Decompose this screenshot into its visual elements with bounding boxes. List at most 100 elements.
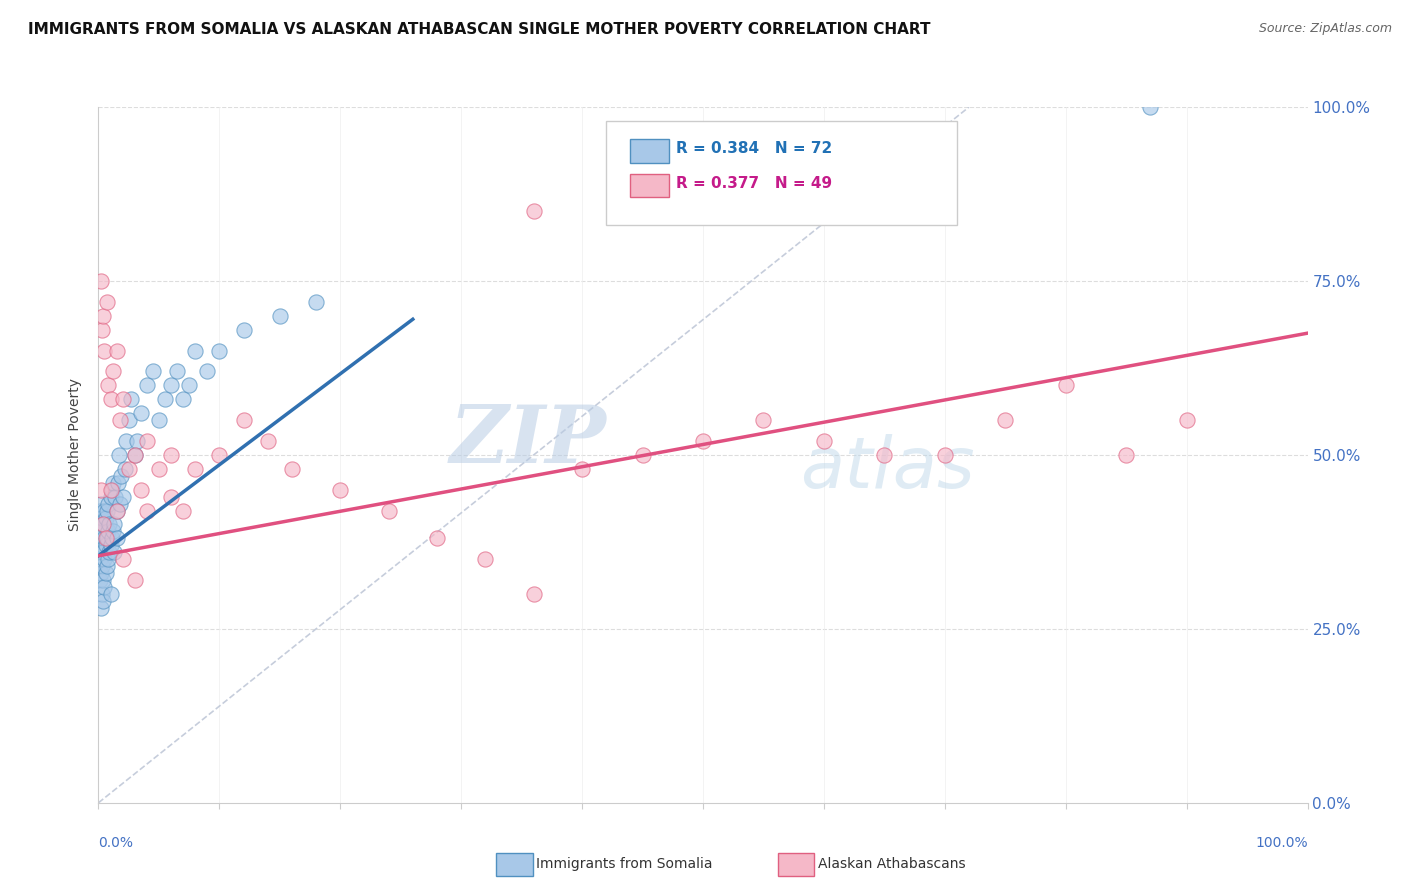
Point: [97, 378, 120, 392]
Text: atlas: atlas: [800, 434, 974, 503]
Y-axis label: Single Mother Poverty: Single Mother Poverty: [69, 378, 83, 532]
Point: [631, 448, 654, 462]
Point: [101, 524, 124, 539]
Point: [329, 483, 352, 497]
Point: [118, 462, 141, 476]
Point: [179, 378, 201, 392]
Point: [208, 343, 231, 358]
Text: R = 0.384   N = 72: R = 0.384 N = 72: [676, 141, 832, 156]
Text: R = 0.377   N = 49: R = 0.377 N = 49: [676, 176, 832, 191]
Point: [232, 413, 254, 427]
Point: [90, 545, 112, 559]
Point: [281, 462, 304, 476]
Point: [91, 594, 114, 608]
Point: [97, 524, 120, 539]
Point: [105, 343, 128, 358]
Point: [90, 524, 112, 539]
Point: [101, 475, 124, 490]
Point: [1115, 448, 1137, 462]
Point: [120, 392, 142, 407]
Point: [100, 483, 122, 497]
Point: [93, 552, 115, 566]
Point: [96, 559, 118, 574]
Point: [94, 510, 117, 524]
Point: [813, 434, 835, 448]
Point: [752, 413, 775, 427]
Point: [91, 538, 114, 552]
Point: [153, 392, 176, 407]
Point: [98, 517, 121, 532]
Point: [103, 517, 125, 532]
Point: [96, 532, 118, 546]
Point: [89, 517, 111, 532]
Point: [108, 448, 131, 462]
Point: [90, 483, 112, 497]
Point: [105, 503, 128, 517]
Point: [91, 559, 114, 574]
Point: [105, 532, 128, 546]
Point: [994, 413, 1017, 427]
Point: [111, 490, 134, 504]
Text: Source: ZipAtlas.com: Source: ZipAtlas.com: [1258, 22, 1392, 36]
Point: [135, 378, 157, 392]
Text: 0.0%: 0.0%: [98, 836, 134, 850]
Point: [100, 483, 122, 497]
Point: [523, 204, 546, 219]
Point: [124, 573, 146, 587]
Point: [377, 503, 399, 517]
Point: [232, 323, 254, 337]
Point: [89, 503, 111, 517]
Point: [184, 343, 207, 358]
Point: [124, 448, 146, 462]
Point: [96, 294, 118, 309]
Point: [90, 274, 112, 288]
Point: [166, 364, 188, 378]
Point: [100, 392, 122, 407]
Point: [91, 517, 114, 532]
Point: [104, 490, 127, 504]
Point: [523, 587, 546, 601]
Point: [195, 364, 218, 378]
Point: [148, 413, 170, 427]
FancyBboxPatch shape: [630, 174, 669, 197]
Point: [184, 462, 207, 476]
Point: [934, 448, 956, 462]
Point: [571, 462, 593, 476]
Point: [91, 545, 114, 559]
Point: [129, 406, 152, 420]
Point: [89, 573, 111, 587]
Point: [91, 587, 114, 601]
Point: [111, 552, 134, 566]
Point: [89, 532, 111, 546]
Point: [90, 601, 112, 615]
Point: [100, 532, 122, 546]
Point: [160, 448, 183, 462]
Text: Alaskan Athabascans: Alaskan Athabascans: [818, 857, 966, 871]
Point: [97, 552, 120, 566]
Point: [91, 510, 114, 524]
Text: Immigrants from Somalia: Immigrants from Somalia: [536, 857, 713, 871]
Point: [172, 503, 194, 517]
Point: [142, 364, 165, 378]
Point: [90, 497, 112, 511]
Point: [426, 532, 449, 546]
Point: [108, 497, 131, 511]
Point: [305, 294, 328, 309]
Point: [256, 434, 278, 448]
Point: [172, 392, 194, 407]
Point: [91, 323, 114, 337]
Point: [110, 468, 132, 483]
Point: [108, 413, 131, 427]
Point: [135, 503, 157, 517]
Point: [1175, 413, 1198, 427]
Point: [118, 413, 141, 427]
FancyBboxPatch shape: [606, 121, 957, 226]
Point: [105, 503, 128, 517]
Point: [127, 434, 149, 448]
Point: [103, 545, 125, 559]
Point: [208, 448, 231, 462]
Point: [115, 434, 138, 448]
Point: [91, 573, 114, 587]
Point: [100, 587, 122, 601]
Point: [1054, 378, 1077, 392]
